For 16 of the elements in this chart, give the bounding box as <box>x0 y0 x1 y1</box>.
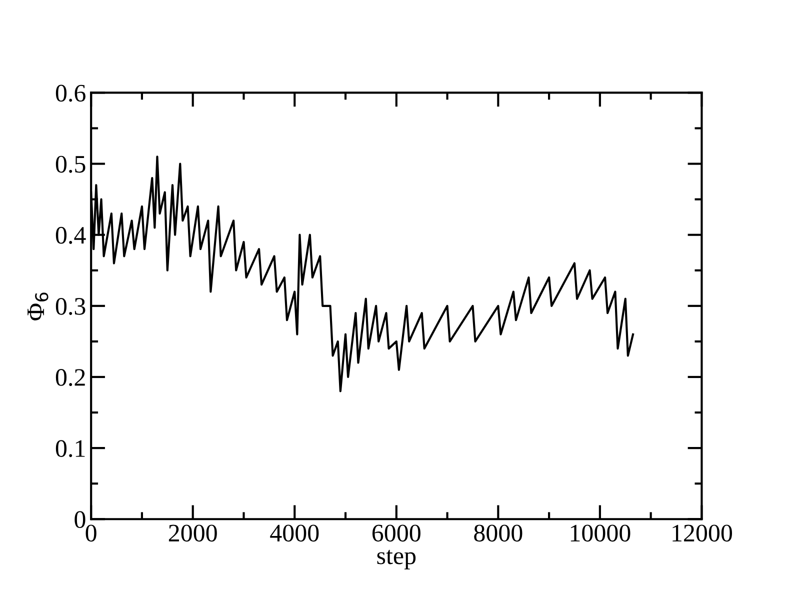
x-tick-label: 2000 <box>168 524 217 542</box>
x-tick-label: 12000 <box>672 524 732 542</box>
x-tick-label: 6000 <box>372 524 420 542</box>
y-tick-label: 0.1 <box>56 440 85 458</box>
x-tick-label: 10000 <box>570 524 630 542</box>
x-axis-title: step <box>377 550 416 570</box>
y-tick-label: 0.2 <box>56 369 85 386</box>
x-tick-label: 0 <box>86 524 96 542</box>
y-tick-label: 0.3 <box>56 298 86 315</box>
y-axis-title: Φ$_{6}$ <box>28 292 48 320</box>
y-tick-label: 0.6 <box>56 84 86 102</box>
x-tick-label: 8000 <box>474 524 522 542</box>
y-tick-label: 0.4 <box>56 226 86 244</box>
y-tick-label: 0.5 <box>56 156 86 173</box>
x-tick-label: 4000 <box>270 524 319 542</box>
y-tick-label: 0 <box>74 511 86 528</box>
